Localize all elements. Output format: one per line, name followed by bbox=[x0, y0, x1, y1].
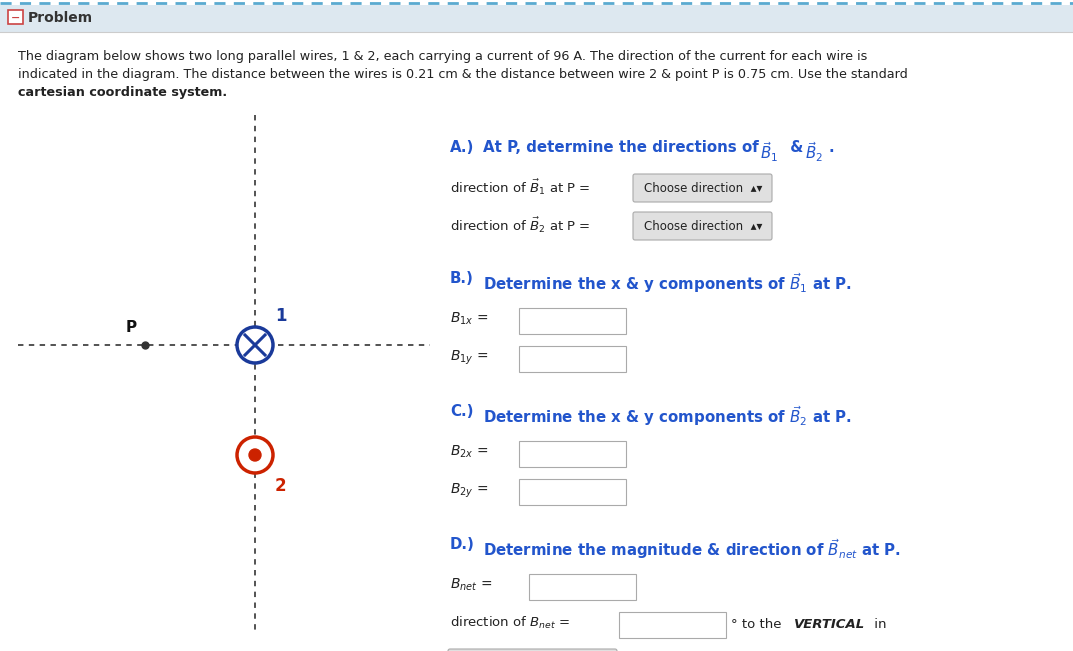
Text: direction of $\vec{B}_1$ at P =: direction of $\vec{B}_1$ at P = bbox=[450, 178, 592, 197]
FancyBboxPatch shape bbox=[0, 32, 1073, 651]
Text: The diagram below shows two long parallel wires, 1 & 2, each carrying a current : The diagram below shows two long paralle… bbox=[18, 50, 867, 63]
Text: indicated in the diagram. The distance between the wires is 0.21 cm & the distan: indicated in the diagram. The distance b… bbox=[18, 68, 908, 81]
Text: VERTICAL: VERTICAL bbox=[794, 618, 865, 631]
Text: D.): D.) bbox=[450, 537, 475, 552]
Text: $B_{1y}$ =: $B_{1y}$ = bbox=[450, 349, 488, 367]
Text: .: . bbox=[829, 140, 835, 155]
Text: cartesian coordinate system.: cartesian coordinate system. bbox=[18, 86, 227, 99]
FancyBboxPatch shape bbox=[0, 5, 1073, 32]
Text: −: − bbox=[11, 12, 20, 23]
Text: B.): B.) bbox=[450, 271, 474, 286]
FancyBboxPatch shape bbox=[529, 574, 636, 600]
Text: in: in bbox=[870, 618, 886, 631]
Circle shape bbox=[237, 327, 273, 363]
Text: Choose direction  ▴▾: Choose direction ▴▾ bbox=[644, 219, 762, 232]
FancyBboxPatch shape bbox=[519, 346, 626, 372]
Text: P: P bbox=[126, 320, 137, 335]
Text: Problem: Problem bbox=[28, 12, 93, 25]
Text: Determine the x & y components of $\vec{B}_1$ at P.: Determine the x & y components of $\vec{… bbox=[483, 271, 852, 295]
Text: A.): A.) bbox=[450, 140, 474, 155]
Circle shape bbox=[249, 449, 261, 461]
Text: direction of $B_{net}$ =: direction of $B_{net}$ = bbox=[450, 615, 570, 631]
FancyBboxPatch shape bbox=[519, 308, 626, 334]
FancyBboxPatch shape bbox=[519, 441, 626, 467]
Text: Determine the x & y components of $\vec{B}_2$ at P.: Determine the x & y components of $\vec{… bbox=[483, 404, 852, 428]
Text: Determine the magnitude & direction of $\vec{B}_{net}$ at P.: Determine the magnitude & direction of $… bbox=[483, 537, 901, 561]
Text: ° to the: ° to the bbox=[731, 618, 785, 631]
Text: At P, determine the directions of: At P, determine the directions of bbox=[483, 140, 764, 155]
FancyBboxPatch shape bbox=[633, 212, 771, 240]
Text: $B_{2x}$ =: $B_{2x}$ = bbox=[450, 444, 488, 460]
Text: $\vec{B}_1$: $\vec{B}_1$ bbox=[760, 140, 778, 163]
Text: $B_{net}$ =: $B_{net}$ = bbox=[450, 577, 493, 594]
Text: Choose direction  ▴▾: Choose direction ▴▾ bbox=[644, 182, 762, 195]
FancyBboxPatch shape bbox=[519, 479, 626, 505]
Circle shape bbox=[237, 437, 273, 473]
Text: C.): C.) bbox=[450, 404, 473, 419]
FancyBboxPatch shape bbox=[8, 10, 23, 24]
FancyBboxPatch shape bbox=[633, 174, 771, 202]
FancyBboxPatch shape bbox=[449, 649, 617, 651]
Text: $B_{2y}$ =: $B_{2y}$ = bbox=[450, 482, 488, 501]
Text: &: & bbox=[785, 140, 808, 155]
Text: $B_{1x}$ =: $B_{1x}$ = bbox=[450, 311, 488, 327]
FancyBboxPatch shape bbox=[619, 612, 726, 638]
Text: 2: 2 bbox=[275, 477, 286, 495]
Text: direction of $\vec{B}_2$ at P =: direction of $\vec{B}_2$ at P = bbox=[450, 216, 592, 236]
Text: $\vec{B}_2$: $\vec{B}_2$ bbox=[805, 140, 823, 163]
Text: 1: 1 bbox=[275, 307, 286, 325]
